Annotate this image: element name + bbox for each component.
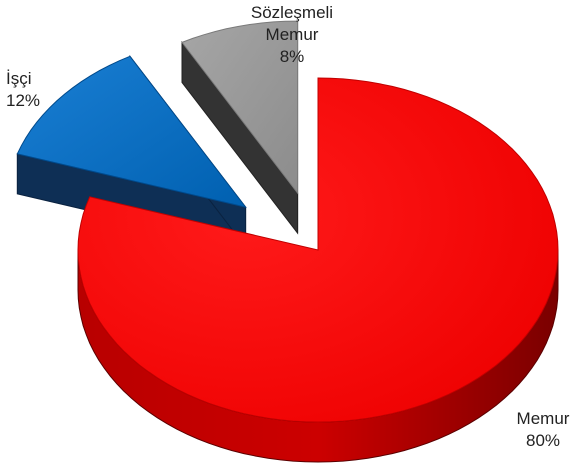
slice-value-isci: 12% — [6, 91, 41, 110]
slice-label-isci: İşçi 12% — [6, 68, 40, 112]
pie-slice-sozlesmeli-memur — [181, 20, 299, 235]
slice-label-sozlesmeli-memur-line1: Sözleşmeli — [250, 3, 334, 22]
slice-label-isci-name: İşçi — [6, 69, 32, 88]
slice-label-memur: Memur 80% — [510, 408, 576, 452]
slice-value-memur: 80% — [525, 431, 561, 450]
pie-slice-top-memur — [77, 77, 559, 423]
slice-label-memur-name: Memur — [516, 409, 570, 428]
slice-label-sozlesmeli-memur: Sözleşmeli Memur 8% — [222, 2, 362, 68]
slice-label-sozlesmeli-memur-line2: Memur — [265, 25, 319, 44]
slice-value-sozlesmeli-memur: 8% — [279, 47, 305, 66]
pie-slice-top-isci — [16, 55, 247, 208]
pie-slice-memur — [77, 77, 559, 463]
pie-slice-top-sozlesmeli-memur — [181, 20, 299, 195]
